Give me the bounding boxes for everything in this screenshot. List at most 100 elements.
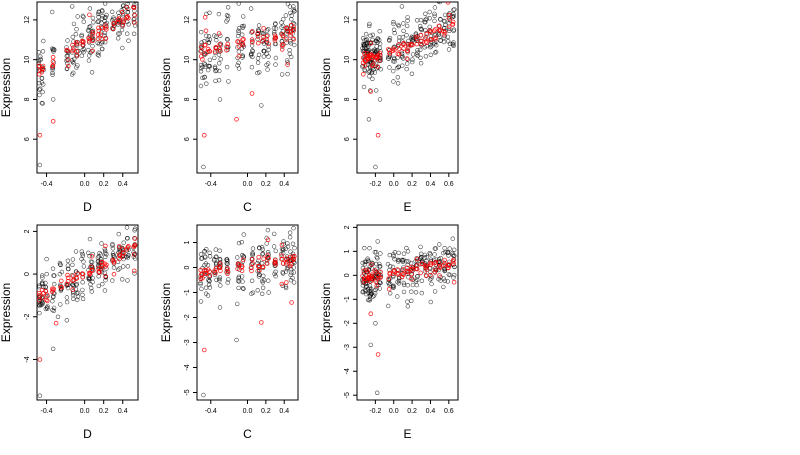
points-layer (199, 226, 297, 397)
observed-point (75, 27, 79, 31)
fitted-point (262, 27, 266, 31)
observed-point (250, 279, 254, 283)
observed-point (364, 32, 368, 36)
y-tick-label: 2 (24, 229, 31, 233)
x-tick-label: 0.2 (99, 181, 109, 188)
observed-point (45, 257, 49, 261)
observed-point (418, 48, 422, 52)
observed-point (451, 237, 455, 241)
observed-point (274, 63, 278, 67)
observed-point (126, 279, 130, 283)
y-tick-label: 8 (24, 97, 31, 101)
fitted-point (51, 119, 55, 123)
y-tick-label: -3 (344, 344, 351, 350)
fitted-point (419, 271, 423, 275)
x-tick-label: 0.4 (279, 181, 289, 188)
observed-point (265, 242, 269, 246)
observed-point (405, 33, 409, 37)
observed-point (371, 33, 375, 37)
observed-point (214, 79, 218, 83)
observed-point (65, 318, 69, 322)
observed-point (120, 28, 124, 32)
observed-point (110, 10, 114, 14)
observed-point (218, 98, 222, 102)
observed-point (41, 49, 45, 53)
observed-point (369, 343, 373, 347)
observed-point (428, 251, 432, 255)
observed-point (286, 72, 290, 76)
observed-point (433, 19, 437, 23)
observed-point (274, 249, 278, 253)
observed-point (38, 87, 42, 91)
observed-point (126, 264, 130, 268)
observed-point (66, 259, 70, 263)
y-tick-label: -2 (344, 320, 351, 326)
observed-point (284, 14, 288, 18)
observed-point (121, 265, 125, 269)
fitted-point (292, 37, 296, 41)
fitted-point (217, 32, 221, 36)
observed-point (376, 240, 380, 244)
observed-point (51, 267, 55, 271)
observed-point (97, 274, 101, 278)
observed-point (452, 276, 456, 280)
observed-point (200, 287, 204, 291)
observed-point (423, 12, 427, 16)
observed-point (103, 289, 107, 293)
observed-point (249, 7, 253, 11)
observed-point (118, 0, 122, 1)
observed-point (388, 66, 392, 70)
observed-point (38, 394, 42, 398)
x-tick-label: 0.2 (407, 181, 417, 188)
observed-point (443, 246, 447, 250)
observed-point (50, 299, 54, 303)
observed-point (256, 57, 260, 61)
observed-point (204, 82, 208, 86)
observed-point (420, 291, 424, 295)
y-tick-label: 8 (184, 97, 191, 101)
observed-point (406, 283, 410, 287)
observed-point (402, 252, 406, 256)
observed-point (257, 24, 261, 28)
observed-point (433, 290, 437, 294)
observed-point (368, 284, 372, 288)
y-tick-label: 0 (184, 265, 191, 269)
observed-point (103, 40, 107, 44)
observed-point (419, 18, 423, 22)
fitted-point (405, 57, 409, 61)
observed-point (81, 297, 85, 301)
observed-point (132, 32, 136, 36)
y-tick-label: -4 (24, 356, 31, 362)
x-tick-label: 0.0 (80, 181, 90, 188)
observed-point (208, 251, 212, 255)
fitted-point (38, 133, 42, 137)
observed-point (415, 283, 419, 287)
observed-point (280, 73, 284, 77)
observed-point (52, 309, 56, 313)
observed-point (82, 260, 86, 264)
observed-point (288, 52, 292, 56)
observed-point (430, 282, 434, 286)
observed-point (257, 53, 261, 57)
y-tick-label: 12 (344, 16, 351, 24)
observed-point (405, 62, 409, 66)
observed-point (74, 250, 78, 254)
observed-point (437, 243, 441, 247)
x-tick-label: 0.0 (243, 408, 253, 415)
fitted-point (45, 299, 49, 303)
observed-point (409, 290, 413, 294)
x-axis-label: D (83, 427, 92, 441)
observed-point (256, 61, 260, 65)
observed-point (429, 53, 433, 57)
observed-point (217, 61, 221, 65)
observed-point (292, 271, 296, 275)
fitted-point (51, 55, 55, 59)
observed-point (38, 93, 42, 97)
observed-point (424, 54, 428, 58)
observed-point (406, 300, 410, 304)
observed-point (227, 80, 231, 84)
y-tick-label: 1 (344, 249, 351, 253)
observed-point (208, 254, 212, 258)
x-tick-label: 0.6 (444, 408, 454, 415)
observed-point (117, 232, 121, 236)
